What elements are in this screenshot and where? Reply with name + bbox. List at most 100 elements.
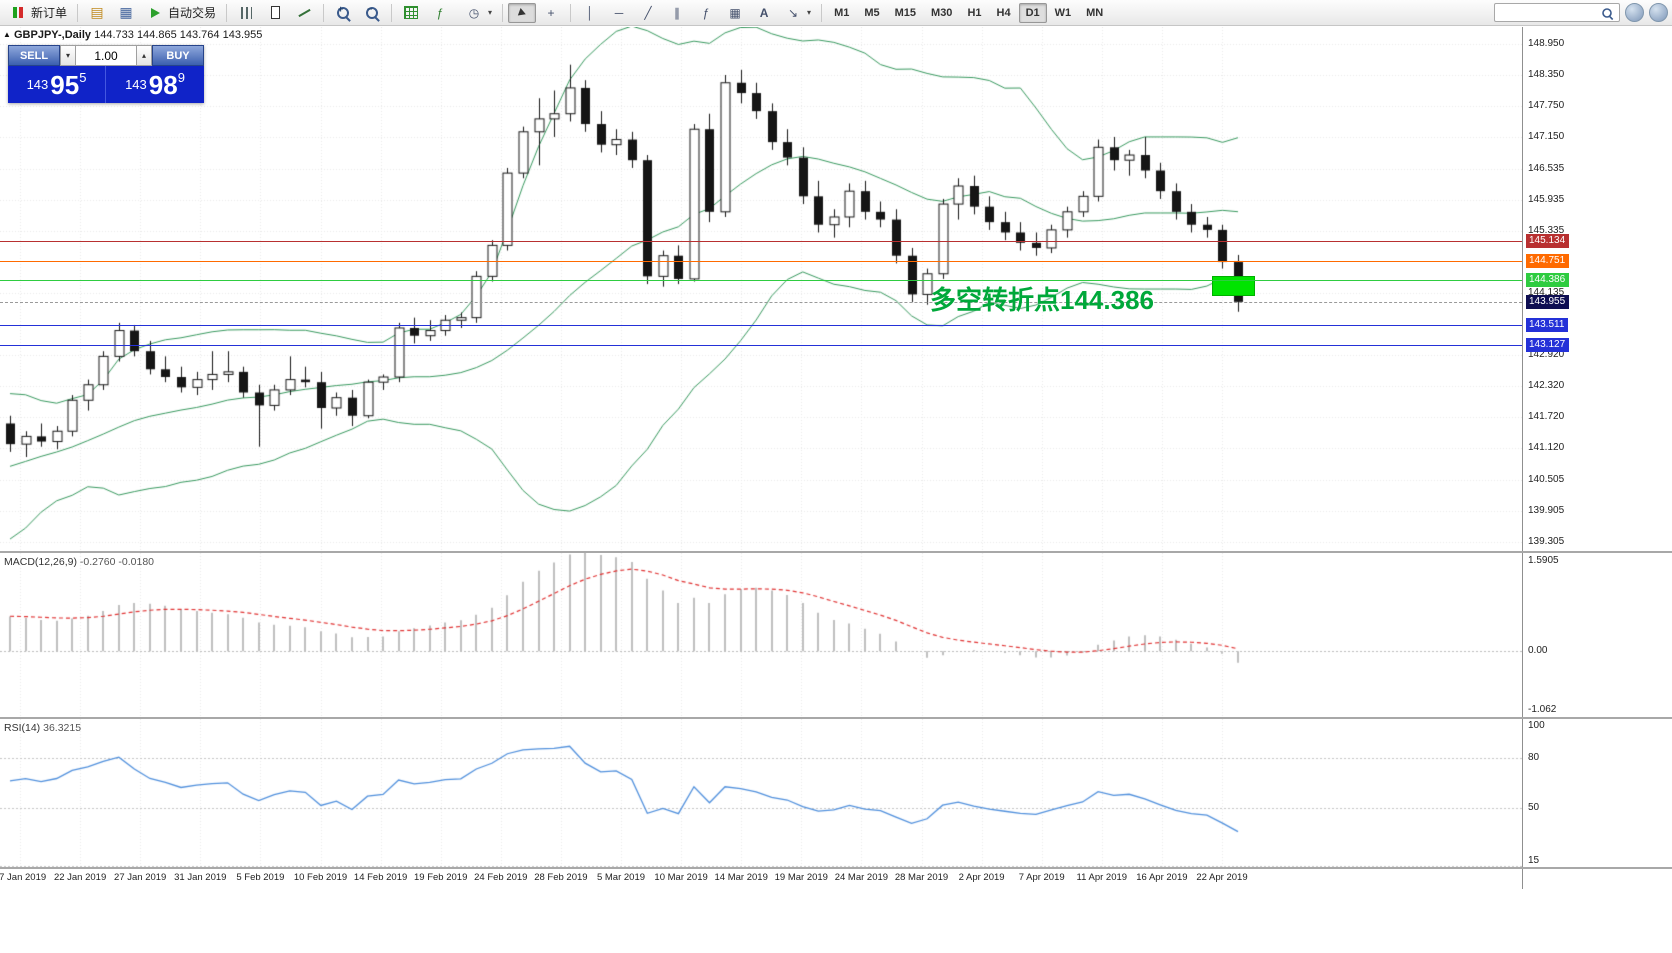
symbol-timeframe-label: GBPJPY-,Daily xyxy=(14,29,92,41)
channel-tool-button[interactable]: ∥ xyxy=(663,3,691,23)
arrows-tool-button[interactable]: ↘ ▾ xyxy=(779,3,816,23)
macd-axis-label: -1.062 xyxy=(1528,704,1557,715)
turning-point-annotation[interactable]: 多空转折点144.386 xyxy=(930,285,1154,315)
autotrading-button[interactable]: 自动交易 xyxy=(141,3,221,23)
sell-button[interactable]: SELL xyxy=(8,45,60,66)
window-layout-button[interactable]: ▦ xyxy=(112,3,140,23)
candlestick-chart-icon xyxy=(266,5,284,21)
highlight-rectangle[interactable] xyxy=(1212,276,1255,296)
price-axis-label: 139.305 xyxy=(1528,535,1565,547)
rsi-indicator-canvas[interactable] xyxy=(0,719,1522,867)
indicators-icon: ƒ xyxy=(436,5,444,20)
plus-sign: + xyxy=(338,3,344,14)
one-click-trading-panel: SELL ▾ ▴ BUY 143 95 5 143 98 9 xyxy=(8,45,204,103)
candlestick-chart-button[interactable] xyxy=(261,3,289,23)
timeframe-button-m5[interactable]: M5 xyxy=(857,3,886,23)
timeframe-button-m15[interactable]: M15 xyxy=(888,3,923,23)
crosshair-tool-button[interactable]: + xyxy=(537,3,565,23)
buy-price-sup: 9 xyxy=(177,70,185,85)
volume-up-button[interactable]: ▴ xyxy=(136,45,152,66)
chevron-down-icon: ▾ xyxy=(488,8,493,17)
profiles-button[interactable]: ▤ xyxy=(83,3,111,23)
chart-title: GBPJPY-,Daily 144.733 144.865 143.764 14… xyxy=(14,29,262,41)
line-chart-button[interactable] xyxy=(290,3,318,23)
price-badge-143.511: 143.511 xyxy=(1526,317,1569,332)
sell-price-panel[interactable]: 143 95 5 xyxy=(8,66,106,103)
toolbar-separator xyxy=(323,3,325,22)
zoom-out-button[interactable]: − xyxy=(358,3,386,23)
date-axis-label: 14 Mar 2019 xyxy=(714,872,768,883)
timeframe-button-mn[interactable]: MN xyxy=(1079,3,1110,23)
pane-separator[interactable] xyxy=(0,867,1672,869)
sell-price-big: 95 xyxy=(50,69,80,100)
timeframe-button-h4[interactable]: H4 xyxy=(990,3,1018,23)
vertical-line-tool-button[interactable]: │ xyxy=(576,3,604,23)
price-axis-label: 142.920 xyxy=(1528,349,1565,361)
price-axis-label: 140.505 xyxy=(1528,474,1565,485)
search-box[interactable] xyxy=(1494,3,1620,22)
community-icon[interactable] xyxy=(1649,3,1668,22)
date-axis-label: 28 Mar 2019 xyxy=(894,872,949,883)
price-axis-label: 148.950 xyxy=(1528,38,1565,50)
macd-values: -0.2760 -0.0180 xyxy=(79,556,155,568)
date-axis-label: 24 Mar 2019 xyxy=(834,872,889,883)
timeframe-button-w1[interactable]: W1 xyxy=(1048,3,1079,23)
pane-separator[interactable] xyxy=(0,717,1672,719)
price-axis-label: 145.335 xyxy=(1528,224,1565,236)
date-axis-label: 7 Apr 2019 xyxy=(1018,872,1065,883)
rsi-name: RSI(14) xyxy=(4,722,41,734)
macd-indicator-canvas[interactable] xyxy=(0,553,1522,717)
shapes-tool-button[interactable]: ▦ xyxy=(721,3,749,23)
pane-separator[interactable] xyxy=(0,551,1672,553)
rsi-axis-label: 100 xyxy=(1528,720,1545,731)
buy-button[interactable]: BUY xyxy=(152,45,204,66)
trendline-tool-button[interactable]: ╱ xyxy=(634,3,662,23)
shapes-icon: ▦ xyxy=(729,5,741,20)
trendline-icon: ╱ xyxy=(644,5,652,20)
buy-price-prefix: 143 xyxy=(125,77,147,92)
timeframe-button-d1[interactable]: D1 xyxy=(1018,2,1047,23)
channel-icon: ∥ xyxy=(674,5,681,20)
macd-name: MACD(12,26,9) xyxy=(4,556,77,568)
timeframe-button-m1[interactable]: M1 xyxy=(827,3,856,23)
timeframe-button-m30[interactable]: M30 xyxy=(924,3,959,23)
chevron-down-icon: ▾ xyxy=(807,8,812,17)
volume-input[interactable] xyxy=(76,45,136,66)
price-axis[interactable]: 148.950 148.350 147.750 147.150 146.535 145.9… xyxy=(1523,0,1672,953)
timeframe-group: M1 M5 M15 M30 H1 H4 D1 W1 MN xyxy=(827,2,1110,23)
line-chart-icon xyxy=(295,5,313,21)
price-axis-label: 148.350 xyxy=(1528,69,1565,80)
toolbar-separator xyxy=(570,3,572,22)
clock-icon: ◷ xyxy=(468,5,480,20)
buy-price-panel[interactable]: 143 98 9 xyxy=(106,66,204,103)
date-axis: 17 Jan 2019 22 Jan 2019 27 Jan 2019 31 Jan … xyxy=(0,869,1522,889)
new-order-button[interactable]: 新订单 xyxy=(4,3,72,23)
arrow-icon: ↘ xyxy=(788,5,799,20)
zoom-in-button[interactable]: + xyxy=(329,3,357,23)
indicators-button[interactable]: ƒ xyxy=(426,3,459,23)
text-tool-button[interactable]: A xyxy=(750,3,778,23)
rsi-axis-label: 15 xyxy=(1528,855,1540,866)
fibonacci-tool-button[interactable]: ƒ xyxy=(692,3,720,23)
horizontal-line-icon: ─ xyxy=(614,5,624,20)
price-axis-label: 144.135 xyxy=(1528,286,1565,298)
date-axis-label: 5 Feb 2019 xyxy=(236,872,285,883)
cursor-tool-button[interactable] xyxy=(508,2,537,23)
volume-down-button[interactable]: ▾ xyxy=(60,45,76,66)
toolbar-separator xyxy=(502,3,504,22)
chart-collapse-icon[interactable]: ▲ xyxy=(3,30,11,39)
tile-windows-button[interactable] xyxy=(397,3,425,23)
bar-chart-button[interactable] xyxy=(232,3,260,23)
candlestick-chart-canvas[interactable] xyxy=(0,27,1522,551)
fibonacci-icon: ƒ xyxy=(702,5,710,20)
top-toolbar: 新订单 ▤ ▦ 自动交易 + − ƒ ◷ ▾ + │ ─ ╱ ∥ ƒ ▦ A ↘ ▾… xyxy=(0,0,1672,26)
window-layout-icon: ▦ xyxy=(119,4,133,20)
timeframe-button-h1[interactable]: H1 xyxy=(960,3,988,23)
periods-button[interactable]: ◷ ▾ xyxy=(460,3,497,23)
zoom-in-icon: + xyxy=(334,3,352,21)
help-icon[interactable] xyxy=(1625,3,1644,22)
toolbar-separator xyxy=(391,3,393,22)
horizontal-line-tool-button[interactable]: ─ xyxy=(605,3,633,23)
vertical-line-icon: │ xyxy=(586,5,594,20)
search-input[interactable] xyxy=(1498,5,1598,20)
